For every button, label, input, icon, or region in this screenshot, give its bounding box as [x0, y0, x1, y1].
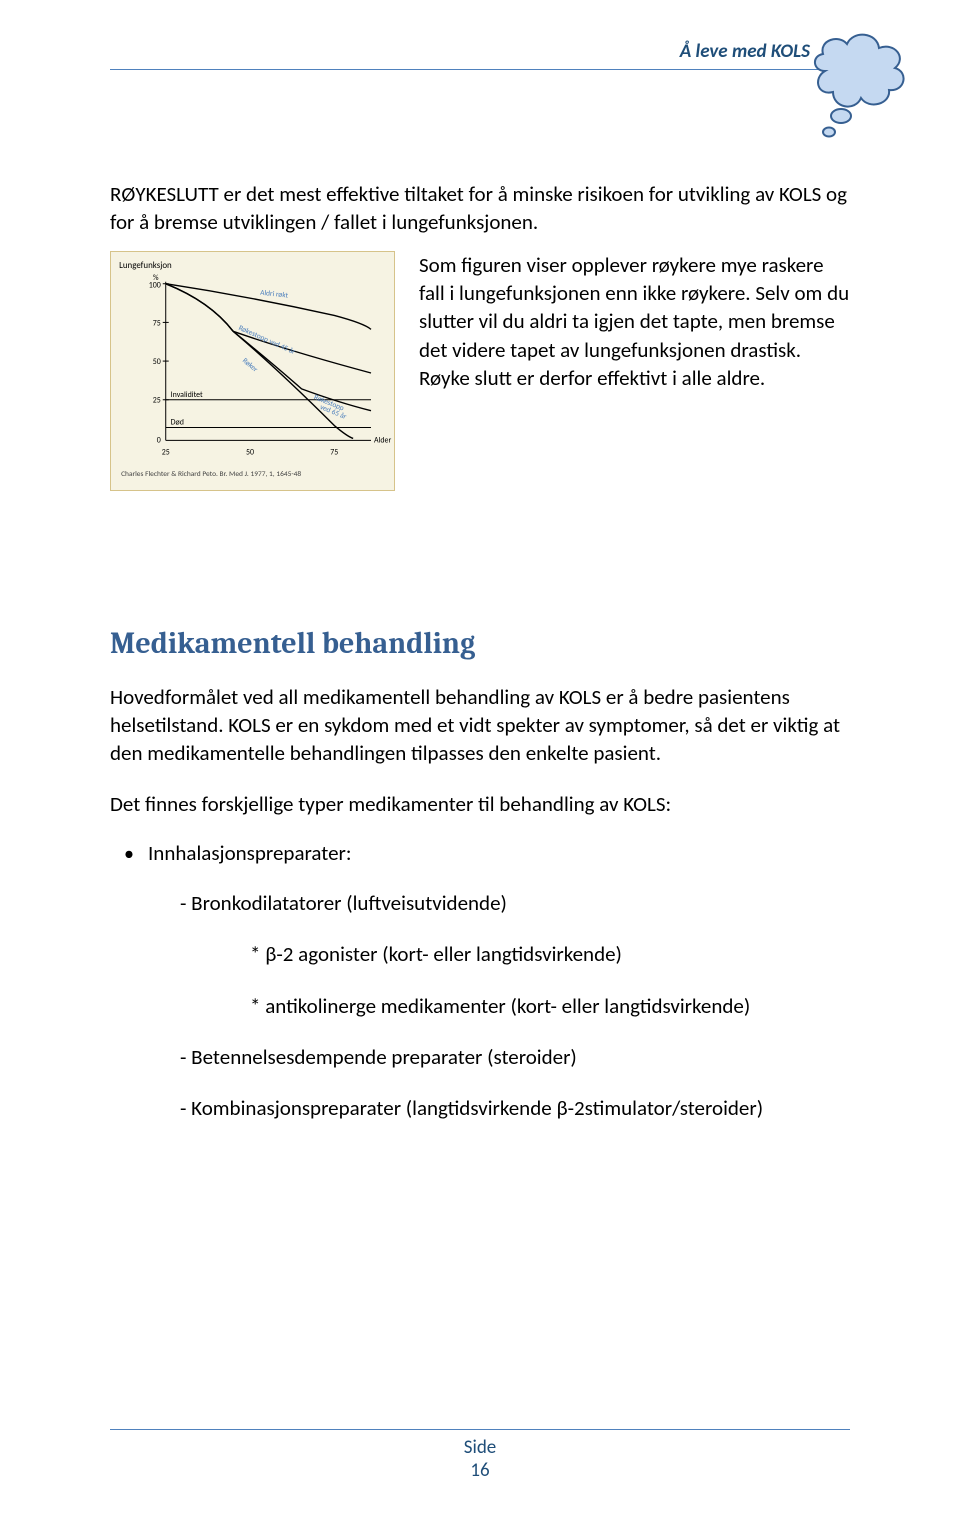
svg-text:50: 50	[246, 447, 254, 457]
chart-ylabel: Lungefunksjon	[119, 261, 172, 271]
paragraph-2: Det finnes forskjellige typer medikament…	[110, 790, 850, 818]
lung-function-chart: Lungefunksjon % 100 75 50 25 0 25 50 75 …	[110, 251, 395, 496]
list-item: - Betennelsesdempende preparater (steroi…	[180, 1044, 850, 1071]
page-footer: Side 16	[0, 1429, 960, 1484]
intro-paragraph: RØYKESLUTT er det mest effektive tiltake…	[110, 180, 850, 237]
svg-text:Invaliditet: Invaliditet	[171, 389, 203, 399]
chart-citation: Charles Flechter & Richard Peto. Br. Med…	[121, 469, 301, 478]
header-rule	[110, 69, 850, 70]
chart-text-row: Lungefunksjon % 100 75 50 25 0 25 50 75 …	[110, 251, 850, 496]
list-item: * β-2 agonister (kort- eller langtidsvir…	[250, 941, 850, 968]
footer-rule	[110, 1429, 850, 1430]
list-item: - Bronkodilatatorer (luftveisutvidende)	[180, 890, 850, 917]
section-heading: Medikamentell behandling	[110, 626, 850, 661]
svg-text:25: 25	[153, 395, 161, 405]
svg-text:75: 75	[330, 447, 338, 457]
svg-text:100: 100	[149, 280, 161, 290]
svg-text:25: 25	[162, 447, 170, 457]
cloud-icon	[805, 26, 915, 146]
svg-text:Død: Død	[171, 417, 184, 427]
page-header: Å leve med KOLS	[110, 40, 850, 70]
header-title: Å leve med KOLS	[110, 40, 850, 69]
side-paragraph: Som figuren viser opplever røykere mye r…	[419, 251, 850, 496]
footer-label: Side	[464, 1436, 497, 1459]
svg-text:75: 75	[153, 318, 161, 328]
page-number: 16	[470, 1459, 489, 1482]
list-item: * antikolinerge medikamenter (kort- elle…	[250, 993, 850, 1020]
medication-list: Innhalasjonspreparater:	[110, 840, 850, 866]
svg-text:50: 50	[153, 357, 161, 367]
list-item: Innhalasjonspreparater:	[148, 840, 850, 866]
chart-xlabel: Alder	[374, 435, 392, 445]
list-item-label: Innhalasjonspreparater:	[148, 840, 351, 866]
svg-text:0: 0	[157, 435, 161, 445]
list-item: - Kombinasjonspreparater (langtidsvirken…	[180, 1095, 850, 1122]
paragraph-1: Hovedformålet ved all medikamentell beha…	[110, 683, 850, 768]
